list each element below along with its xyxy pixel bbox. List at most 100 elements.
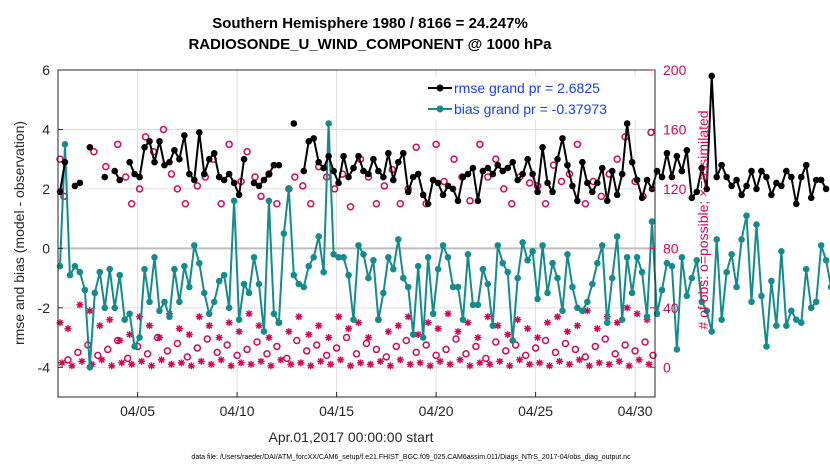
obs-assimilated-marker [108, 362, 116, 370]
bias-marker [305, 262, 313, 270]
rmse-marker [156, 138, 163, 145]
obs-possible-marker [173, 339, 182, 348]
obs-possible-marker [94, 351, 102, 360]
bias-marker [574, 304, 581, 312]
obs-possible-marker [56, 155, 64, 163]
obs-possible-marker [573, 140, 582, 149]
rmse-marker [743, 182, 750, 190]
bias-marker [101, 304, 109, 312]
y-tick-label: -2 [38, 300, 51, 316]
bias-marker [633, 253, 641, 261]
bias-marker [788, 307, 795, 315]
obs-possible-marker [217, 200, 225, 208]
rmse-marker [618, 170, 626, 178]
obs-possible-marker [163, 347, 172, 355]
obs-assimilated-marker [514, 316, 522, 324]
rmse-marker [534, 188, 541, 196]
obs-assimilated-marker [185, 331, 193, 339]
obs-possible-marker [104, 345, 112, 354]
obs-assimilated-marker [394, 322, 402, 330]
obs-assimilated-marker [76, 301, 84, 309]
obs-possible-marker [382, 353, 391, 361]
rmse-marker [370, 155, 377, 163]
bias-marker [554, 274, 561, 282]
obs-possible-marker [551, 348, 560, 357]
obs-possible-marker [432, 351, 440, 360]
obs-assimilated-marker [257, 357, 265, 365]
rmse-marker [544, 179, 551, 187]
rmse-marker [350, 164, 357, 172]
obs-assimilated-marker [267, 362, 275, 370]
obs-possible-marker [135, 185, 144, 193]
bias-marker [613, 233, 621, 240]
obs-assimilated-marker [136, 313, 144, 321]
obs-possible-marker [299, 182, 307, 190]
bias-marker [678, 253, 686, 261]
rmse-marker [683, 146, 691, 154]
bias-marker [444, 253, 452, 261]
rmse-marker [61, 158, 69, 166]
obs-assimilated-marker [215, 334, 223, 342]
bias-marker [812, 298, 820, 306]
bias-marker [802, 265, 810, 273]
legend-rmse-label: rmse grand pr = 2.6825 [454, 80, 600, 96]
obs-assimilated-marker [474, 334, 482, 342]
rmse-marker [807, 194, 815, 202]
obs-possible-marker [557, 177, 566, 186]
rmse-marker [459, 173, 467, 181]
obs-assimilated-marker [386, 362, 394, 370]
obs-assimilated-marker [335, 313, 343, 321]
rmse-marker [723, 173, 730, 181]
rmse-marker [126, 158, 133, 166]
obs-possible-marker [442, 345, 450, 354]
bias-marker [638, 268, 646, 276]
rmse-marker [116, 176, 123, 184]
obs-possible-marker [121, 173, 130, 181]
rmse-marker [166, 158, 173, 166]
obs-assimilated-marker [565, 360, 573, 368]
obs-possible-marker [561, 339, 570, 348]
bias-marker [783, 322, 790, 329]
bias-marker [509, 337, 517, 344]
bias-marker [419, 334, 427, 341]
rmse-marker [230, 179, 238, 187]
obs-assimilated-marker [347, 362, 355, 370]
rmse-marker [161, 161, 168, 169]
obs-possible-marker [492, 155, 500, 163]
bias-marker [315, 233, 322, 240]
bias-marker [807, 304, 815, 312]
bias-marker [61, 141, 69, 148]
obs-possible-marker [521, 351, 530, 360]
obs-possible-marker [472, 342, 480, 351]
rmse-marker [564, 161, 571, 169]
obs-possible-marker [181, 200, 190, 208]
obs-assimilated-marker [434, 325, 442, 333]
obs-assimilated-marker [96, 322, 104, 330]
obs-possible-marker [402, 336, 410, 345]
bias-marker [81, 286, 89, 294]
obs-possible-marker [143, 350, 152, 358]
obs-assimilated-marker [416, 359, 424, 367]
obs-assimilated-marker [106, 316, 114, 324]
obs-possible-marker [257, 192, 265, 201]
rmse-marker [464, 170, 472, 178]
bias-marker [489, 322, 497, 329]
bias-marker [375, 316, 382, 324]
obs-assimilated-marker [315, 322, 323, 330]
bias-marker [161, 298, 168, 306]
rmse-marker [111, 167, 119, 175]
bias-marker [768, 277, 775, 285]
bias-series [56, 120, 830, 371]
bias-marker [628, 289, 636, 297]
obs-possible-marker [90, 148, 98, 156]
rmse-marker [579, 158, 586, 166]
bias-marker [564, 251, 571, 258]
obs-possible-marker [541, 336, 550, 345]
rmse-marker [623, 120, 631, 127]
rmse-marker [593, 179, 601, 187]
rmse-marker [390, 176, 397, 184]
obs-possible-marker [621, 341, 629, 349]
obs-possible-marker [492, 338, 500, 346]
rmse-marker [797, 173, 805, 181]
bias-marker [235, 316, 243, 324]
